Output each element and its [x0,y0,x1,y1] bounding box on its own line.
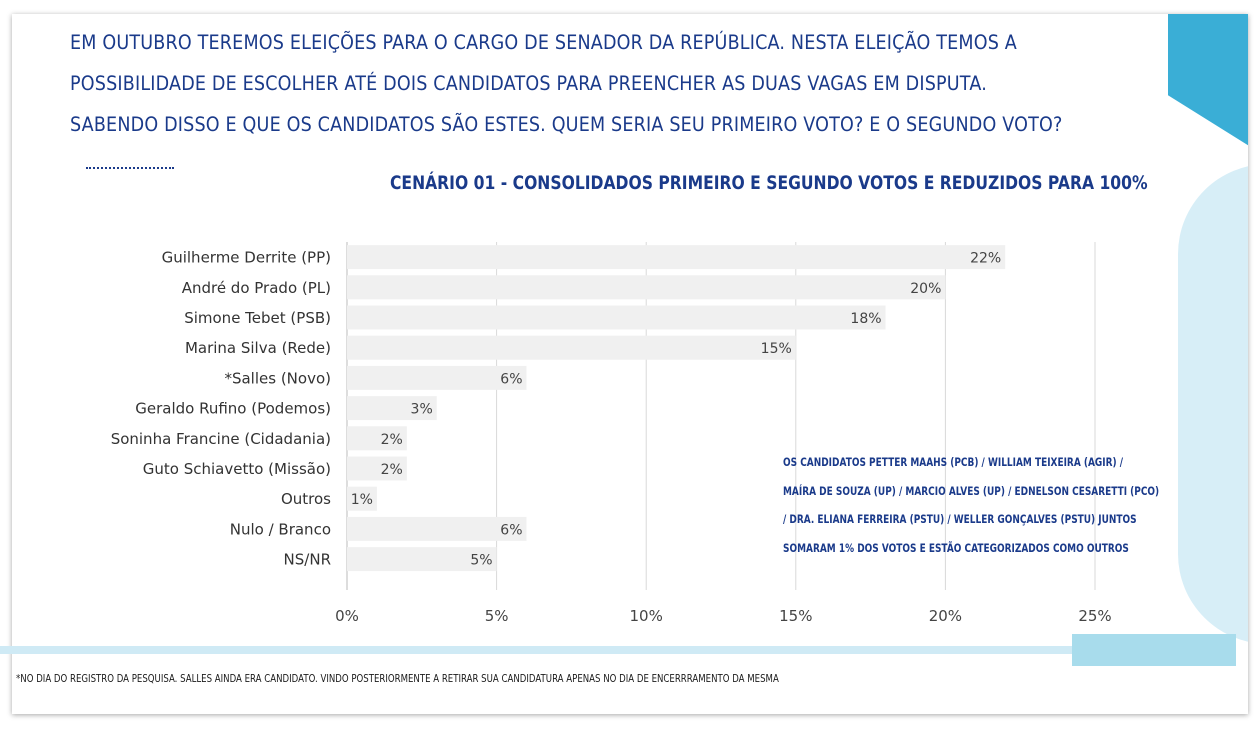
value-label: 6% [500,522,522,538]
value-label: 15% [761,341,792,357]
value-label: 1% [351,492,373,508]
bar [347,305,886,330]
bar [347,335,796,360]
chart-title: CENÁRIO 01 - CONSOLIDADOS PRIMEIRO E SEG… [390,172,1148,194]
note-line: MAÍRA DE SOUZA (UP) / MARCIO ALVES (UP) … [783,483,1160,498]
category-label: Geraldo Rufino (Podemos) [135,400,331,418]
bar [347,396,437,421]
survey-question: EM OUTUBRO TEREMOS ELEIÇÕES PARA O CARGO… [70,22,1063,145]
category-label: Guilherme Derrite (PP) [162,249,331,267]
bar [347,275,946,300]
x-tick-label: 20% [929,607,962,625]
footnote: *NO DIA DO REGISTRO DA PESQUISA. SALLES … [16,672,779,685]
category-label: Simone Tebet (PSB) [184,309,331,327]
x-tick-label: 25% [1078,607,1111,625]
category-label: Guto Schiavetto (Missão) [143,460,331,478]
question-line: SABENDO DISSO E QUE OS CANDIDATOS SÃO ES… [70,113,1063,136]
value-label: 6% [500,371,522,387]
x-tick-label: 15% [779,607,812,625]
question-line: EM OUTUBRO TEREMOS ELEIÇÕES PARA O CARGO… [70,31,1017,54]
note-line: OS CANDIDATOS PETTER MAAHS (PCB) / WILLI… [783,455,1124,469]
x-tick-label: 0% [335,607,359,625]
value-label: 2% [381,462,403,478]
bottom-accent-block [1072,634,1236,666]
x-tick-label: 10% [630,607,663,625]
value-label: 22% [970,251,1001,267]
value-label: 3% [411,402,433,418]
bar [347,245,1006,270]
decorative-shape-side [1178,164,1248,644]
category-label: Marina Silva (Rede) [185,339,331,357]
category-label: André do Prado (PL) [182,279,331,297]
bar [347,516,527,541]
question-line: POSSIBILIDADE DE ESCOLHER ATÉ DOIS CANDI… [70,72,987,95]
category-label: *Salles (Novo) [224,369,331,387]
bottom-band [0,646,1175,654]
category-label: NS/NR [284,551,331,569]
others-note: OS CANDIDATOS PETTER MAAHS (PCB) / WILLI… [783,448,1160,562]
category-label: Soninha Francine (Cidadania) [111,430,331,448]
value-label: 5% [470,553,492,569]
value-label: 18% [850,311,881,327]
note-line: SOMARAM 1% DOS VOTOS E ESTÃO CATEGORIZAD… [783,540,1129,555]
category-label: Nulo / Branco [230,520,331,538]
category-label: Outros [281,490,331,508]
slide [12,14,1248,714]
bar [347,426,407,451]
bar [347,547,497,572]
value-label: 2% [381,432,403,448]
bar [347,486,377,511]
x-tick-label: 5% [485,607,509,625]
note-line: / DRA. ELIANA FERREIRA (PSTU) / WELLER G… [783,512,1137,526]
value-label: 20% [910,281,941,297]
dotted-divider [86,167,174,169]
bar [347,456,407,481]
bar [347,365,527,390]
